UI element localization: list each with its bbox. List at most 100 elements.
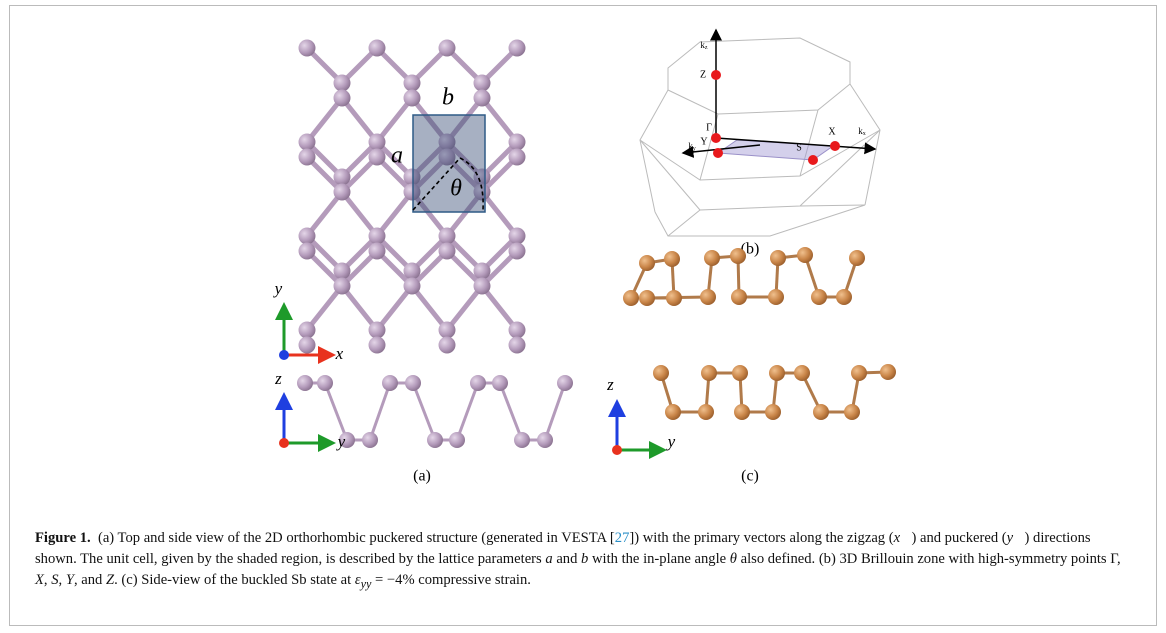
atom [369,337,386,354]
atom [369,134,386,151]
panel-tag: (a) [413,468,431,485]
atom [334,90,351,107]
atom [698,404,714,420]
axis-label: ky [688,141,696,152]
atom [474,75,491,92]
atom [509,243,526,260]
atom [492,375,508,391]
atom [849,250,865,266]
caption-text: also defined. (b) 3D Brillouin zone with… [737,551,1121,567]
axis-label: x [863,131,866,137]
atom [765,404,781,420]
point [711,70,721,80]
axis-origin [279,438,289,448]
caption-text: ]) with the primary vectors along the zi… [629,530,893,546]
bond [500,383,522,440]
point-label: S [796,142,802,153]
atom [404,75,421,92]
atom [369,228,386,245]
atom [664,251,680,267]
caption-math: X [35,572,44,588]
caption-label: Figure 1. [35,530,91,546]
caption-math: a [545,551,552,567]
atom [369,149,386,166]
atom [769,365,785,381]
point [711,133,721,143]
caption: Figure 1. (a) Top and side view of the 2… [35,528,1135,595]
point-label: Γ [706,122,712,133]
atom [653,365,669,381]
caption-text: and [553,551,581,567]
bond [457,383,478,440]
atom [299,228,316,245]
caption-text: , [59,572,66,588]
atom [730,248,746,264]
atom [404,278,421,295]
atom [704,250,720,266]
atom [537,432,553,448]
axis-label: z⃗ [274,369,295,388]
atom [509,149,526,166]
point [808,155,818,165]
atom [474,263,491,280]
caption-text: with the in-plane angle [588,551,729,567]
atom [844,404,860,420]
label-a: a [391,143,403,169]
atom [382,375,398,391]
atom [557,375,573,391]
atom [439,243,456,260]
atom [731,289,747,305]
point [830,141,840,151]
atom [299,337,316,354]
point-label: X [828,126,836,137]
atom [768,289,784,305]
atom [851,365,867,381]
axis-label: y⃗ [336,432,359,451]
atom [880,364,896,380]
atom [813,404,829,420]
atom [700,289,716,305]
atom [404,263,421,280]
atom [797,247,813,263]
citation-link[interactable]: 27 [615,530,630,546]
bond [413,383,435,440]
panel-a [297,40,573,449]
caption-math: Z [106,572,114,588]
atom [299,322,316,339]
caption-math: θ [730,551,737,567]
atom [794,365,810,381]
atom [701,365,717,381]
atom [299,149,316,166]
caption-math: x⃗ [894,530,912,546]
atom [449,432,465,448]
atom [427,432,443,448]
atom [334,263,351,280]
atom [474,90,491,107]
atom [734,404,750,420]
point [713,148,723,158]
atom [439,337,456,354]
atom [470,375,486,391]
caption-math: S [51,572,58,588]
atom [334,75,351,92]
axis-label: z⃗ [606,375,627,394]
caption-text: (a) Top and side view of the 2D orthorho… [98,530,615,546]
atom [299,134,316,151]
atom [317,375,333,391]
atom [509,134,526,151]
panel-c [623,247,896,420]
caption-text: , and [74,572,106,588]
atom [665,404,681,420]
atom [297,375,313,391]
axis-label: z [705,45,708,51]
atom [811,289,827,305]
atom [732,365,748,381]
atom [334,278,351,295]
page: b a θ y⃗ x⃗ z⃗ y⃗ (a) kz kx ky [0,0,1166,633]
atom [639,255,655,271]
atom [439,40,456,57]
atom [836,289,852,305]
axis-label: y⃗ [273,279,296,298]
atom [369,322,386,339]
axis-label: kx [858,126,866,137]
